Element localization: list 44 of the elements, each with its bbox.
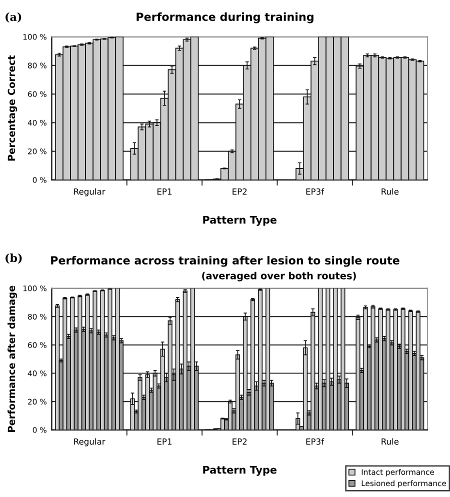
bar — [100, 290, 105, 430]
bar — [108, 288, 112, 430]
bar — [70, 297, 75, 430]
bar — [250, 299, 256, 430]
x-tick-label: EP2 — [232, 438, 247, 445]
x-tick-label: EP2 — [232, 188, 247, 195]
x-axis-title: Pattern Type — [203, 216, 277, 226]
bar — [85, 294, 90, 430]
bar — [78, 296, 82, 430]
x-tick-label: EP3f — [306, 438, 324, 445]
x-tick-label: Rule — [382, 188, 399, 195]
bar — [258, 289, 263, 430]
bar — [62, 298, 68, 430]
bar — [182, 290, 188, 430]
bar — [356, 316, 360, 430]
chart-title: Performance during training — [136, 12, 314, 24]
bar — [326, 288, 330, 430]
chart-subtitle: (averaged over both routes) — [202, 272, 356, 282]
bar — [310, 312, 316, 430]
x-tick-label: Rule — [382, 438, 399, 445]
bar — [235, 354, 240, 430]
bar — [333, 288, 338, 430]
text: (a) — [6, 12, 22, 23]
x-tick-label: EP3f — [306, 188, 324, 195]
text: (b) — [6, 253, 22, 264]
x-tick-label: Regular — [74, 188, 106, 196]
bar — [378, 308, 383, 430]
bar — [92, 290, 98, 430]
bar — [340, 288, 346, 430]
bar — [266, 288, 270, 430]
bar — [115, 288, 120, 430]
chart-title: Performance across training after lesion to single route — [51, 256, 400, 267]
y-axis-title: Percentage Correct — [8, 55, 18, 161]
bar — [363, 306, 368, 430]
x-tick-label: EP1 — [157, 438, 172, 445]
bar — [55, 306, 60, 430]
bar — [370, 306, 376, 430]
bar — [242, 316, 248, 430]
x-tick-label: EP1 — [157, 188, 172, 195]
bar — [175, 299, 180, 430]
x-tick-label: Regular — [74, 438, 106, 446]
x-axis-title: Pattern Type — [203, 466, 277, 476]
bar — [318, 288, 323, 430]
y-axis-title: Performance after damage — [8, 286, 18, 432]
